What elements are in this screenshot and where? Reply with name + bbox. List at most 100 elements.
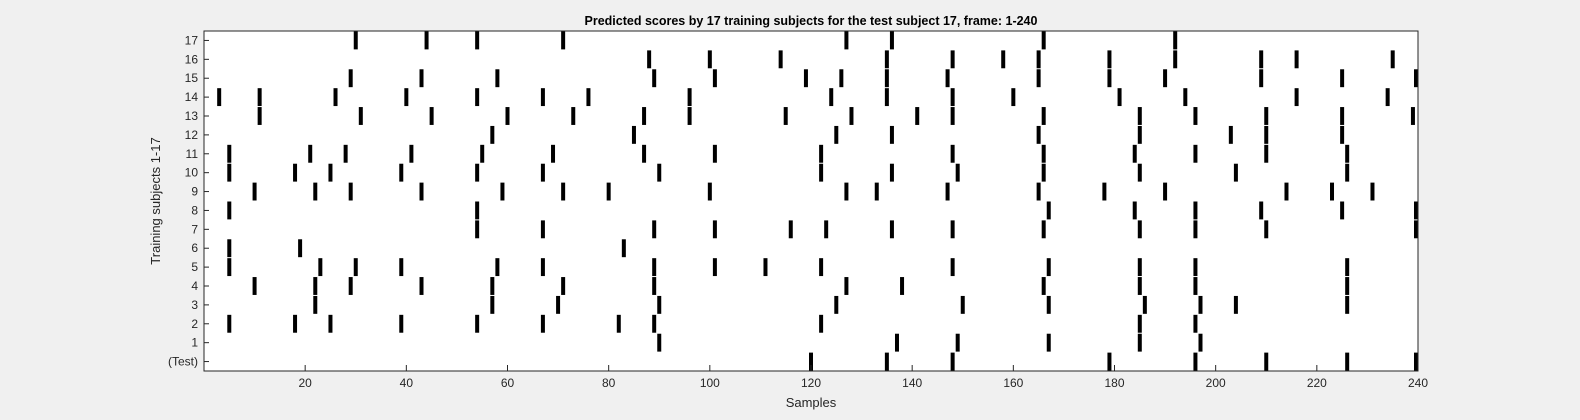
event-mark — [950, 220, 955, 239]
event-mark — [642, 107, 647, 125]
event-mark — [348, 69, 353, 88]
event-mark — [642, 144, 647, 163]
event-mark — [1046, 258, 1051, 277]
event-mark — [1046, 201, 1051, 220]
event-mark — [1137, 333, 1142, 352]
event-mark — [819, 314, 824, 333]
event-mark — [915, 107, 920, 125]
event-mark — [1193, 144, 1198, 163]
event-mark — [652, 314, 657, 333]
event-mark — [1173, 31, 1178, 50]
event-mark — [849, 107, 854, 125]
event-mark — [950, 107, 955, 125]
event-mark — [1294, 88, 1299, 107]
event-mark — [429, 107, 434, 125]
event-mark — [621, 239, 626, 258]
x-tick-label: 20 — [298, 376, 312, 390]
event-mark — [657, 163, 662, 182]
x-axis-label: Samples — [786, 395, 837, 410]
x-tick-label: 120 — [801, 376, 821, 390]
event-mark — [328, 163, 333, 182]
event-mark — [1414, 201, 1418, 220]
event-mark — [1041, 163, 1046, 182]
event-mark — [571, 107, 576, 125]
event-mark — [900, 277, 905, 295]
y-tick-label: 11 — [186, 147, 199, 161]
event-mark — [490, 277, 495, 295]
x-tick-label: 100 — [700, 376, 720, 390]
event-mark — [1198, 295, 1203, 314]
event-mark — [1132, 144, 1137, 163]
event-mark — [783, 107, 788, 125]
event-mark — [495, 69, 500, 88]
y-tick-label: 14 — [185, 90, 199, 104]
event-mark — [1345, 144, 1350, 163]
event-mark — [1137, 220, 1142, 239]
event-mark — [556, 295, 561, 314]
event-mark — [1193, 352, 1198, 371]
event-mark — [1264, 352, 1269, 371]
event-mark — [1340, 107, 1345, 125]
event-mark — [328, 314, 333, 333]
event-mark — [1107, 50, 1112, 69]
event-mark — [500, 182, 505, 201]
event-mark — [819, 258, 824, 277]
event-mark — [1414, 220, 1418, 239]
event-mark — [1228, 125, 1233, 144]
event-mark — [844, 277, 849, 295]
event-mark — [950, 50, 955, 69]
event-mark — [874, 182, 879, 201]
y-tick-label: 2 — [191, 317, 198, 331]
event-mark — [308, 144, 313, 163]
event-mark — [839, 69, 844, 88]
event-mark — [844, 31, 849, 50]
event-mark — [712, 144, 717, 163]
event-mark — [293, 163, 298, 182]
event-mark — [1264, 107, 1269, 125]
event-mark — [1193, 258, 1198, 277]
y-tick-label: 12 — [185, 128, 199, 142]
x-tick-label: 40 — [400, 376, 414, 390]
event-mark — [1183, 88, 1188, 107]
event-mark — [884, 69, 889, 88]
event-mark — [647, 50, 652, 69]
event-mark — [1046, 295, 1051, 314]
event-mark — [227, 314, 232, 333]
event-mark — [652, 220, 657, 239]
event-mark — [1137, 258, 1142, 277]
event-mark — [353, 258, 358, 277]
event-mark — [1107, 352, 1112, 371]
event-mark — [1036, 69, 1041, 88]
event-mark — [955, 163, 960, 182]
event-mark — [1132, 201, 1137, 220]
event-mark — [1259, 69, 1264, 88]
event-mark — [687, 88, 692, 107]
event-mark — [475, 163, 480, 182]
event-mark — [1036, 125, 1041, 144]
event-mark — [348, 182, 353, 201]
event-mark — [809, 352, 813, 371]
event-mark — [819, 144, 824, 163]
x-tick-label: 60 — [501, 376, 515, 390]
event-mark — [1041, 277, 1046, 295]
event-mark — [945, 69, 950, 88]
event-mark — [950, 258, 955, 277]
event-mark — [227, 144, 232, 163]
event-mark — [1345, 163, 1350, 182]
event-mark — [490, 125, 495, 144]
event-mark — [657, 295, 662, 314]
event-mark — [616, 314, 621, 333]
event-mark — [293, 314, 298, 333]
event-mark — [1102, 182, 1107, 201]
event-mark — [475, 314, 480, 333]
event-mark — [540, 258, 545, 277]
x-tick-label: 240 — [1408, 376, 1428, 390]
y-tick-label: 1 — [191, 336, 198, 350]
event-mark — [419, 182, 424, 201]
event-mark — [950, 352, 955, 371]
event-mark — [257, 107, 262, 125]
event-mark — [1193, 201, 1198, 220]
event-mark — [1163, 69, 1168, 88]
